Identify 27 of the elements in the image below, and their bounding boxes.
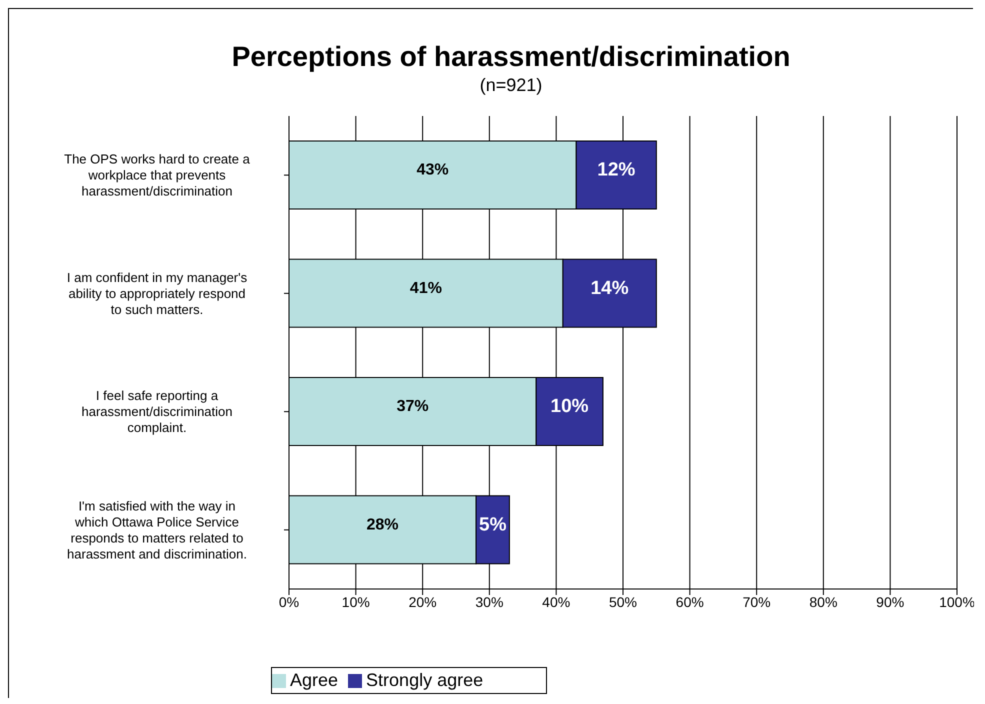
data-label: 37% bbox=[396, 398, 429, 415]
chart-title: Perceptions of harassment/discrimination bbox=[230, 40, 792, 73]
x-tick-label: 80% bbox=[809, 594, 838, 610]
y-tick-label: I feel safe reporting a harassment/discrimination complaint. bbox=[81, 388, 233, 436]
x-tick-label: 90% bbox=[876, 594, 904, 610]
y-tick-label: I'm satisfied with the way in which Ottawa Police Service responds to matters related to harassment and discrimination. bbox=[67, 498, 247, 562]
data-label: 41% bbox=[410, 280, 442, 297]
y-tick-label: The OPS works hard to create a workplace that prevents harassment/discrimination bbox=[64, 152, 251, 199]
x-tick-label: 20% bbox=[408, 594, 437, 610]
x-tick-label: 40% bbox=[542, 594, 570, 610]
data-label: 12% bbox=[597, 160, 636, 180]
x-tick-label: 10% bbox=[342, 594, 370, 610]
y-tick-label: I am confident in my manager's ability to appropriately respond to such matters. bbox=[66, 270, 248, 317]
data-label: 5% bbox=[479, 514, 507, 536]
legend-label: Agree bbox=[290, 670, 338, 690]
data-label: 10% bbox=[550, 396, 589, 417]
data-label: 28% bbox=[366, 516, 399, 534]
legend-label: Strongly agree bbox=[366, 670, 484, 690]
x-tick-label: 50% bbox=[608, 594, 638, 610]
chart-subtitle: (n=921) bbox=[478, 75, 544, 96]
x-tick-label: 0% bbox=[278, 594, 300, 610]
x-tick-label: 30% bbox=[475, 594, 504, 610]
x-tick-label: 100% bbox=[939, 594, 975, 610]
data-label: 43% bbox=[416, 162, 449, 178]
x-tick-label: 70% bbox=[742, 594, 771, 610]
x-tick-label: 60% bbox=[676, 594, 704, 610]
data-label: 14% bbox=[590, 278, 629, 299]
